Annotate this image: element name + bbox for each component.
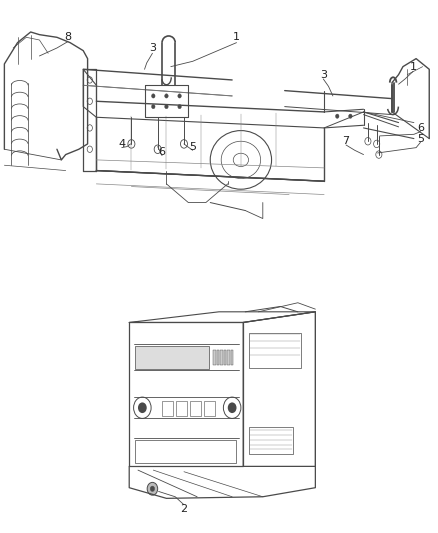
Bar	[249, 427, 293, 454]
Circle shape	[147, 482, 158, 495]
Text: 5: 5	[417, 134, 424, 143]
Bar	[217, 350, 219, 365]
Circle shape	[178, 94, 181, 98]
Bar	[224, 350, 226, 365]
Text: 6: 6	[159, 147, 166, 157]
Bar	[135, 440, 236, 463]
Text: 2: 2	[180, 504, 187, 514]
Text: 1: 1	[233, 33, 240, 42]
Bar	[190, 401, 201, 416]
Circle shape	[152, 104, 155, 109]
Circle shape	[336, 114, 339, 118]
Text: 4: 4	[118, 139, 125, 149]
Text: 7: 7	[343, 136, 350, 146]
Circle shape	[152, 94, 155, 98]
Text: 3: 3	[149, 43, 156, 53]
Circle shape	[165, 104, 168, 109]
Circle shape	[178, 104, 181, 109]
Bar	[162, 401, 173, 416]
Circle shape	[165, 94, 168, 98]
Text: 1: 1	[410, 62, 417, 71]
Bar	[213, 350, 216, 365]
Text: 5: 5	[189, 142, 196, 151]
Circle shape	[150, 486, 155, 491]
Circle shape	[138, 402, 147, 413]
Bar	[220, 350, 223, 365]
Bar	[231, 350, 233, 365]
Bar	[249, 333, 301, 368]
Circle shape	[228, 402, 237, 413]
FancyBboxPatch shape	[135, 346, 209, 369]
Bar	[227, 350, 230, 365]
Text: 3: 3	[320, 70, 327, 79]
Text: 8: 8	[64, 33, 71, 42]
Text: 6: 6	[417, 123, 424, 133]
Bar	[176, 401, 187, 416]
Circle shape	[349, 114, 352, 118]
Bar	[204, 401, 215, 416]
